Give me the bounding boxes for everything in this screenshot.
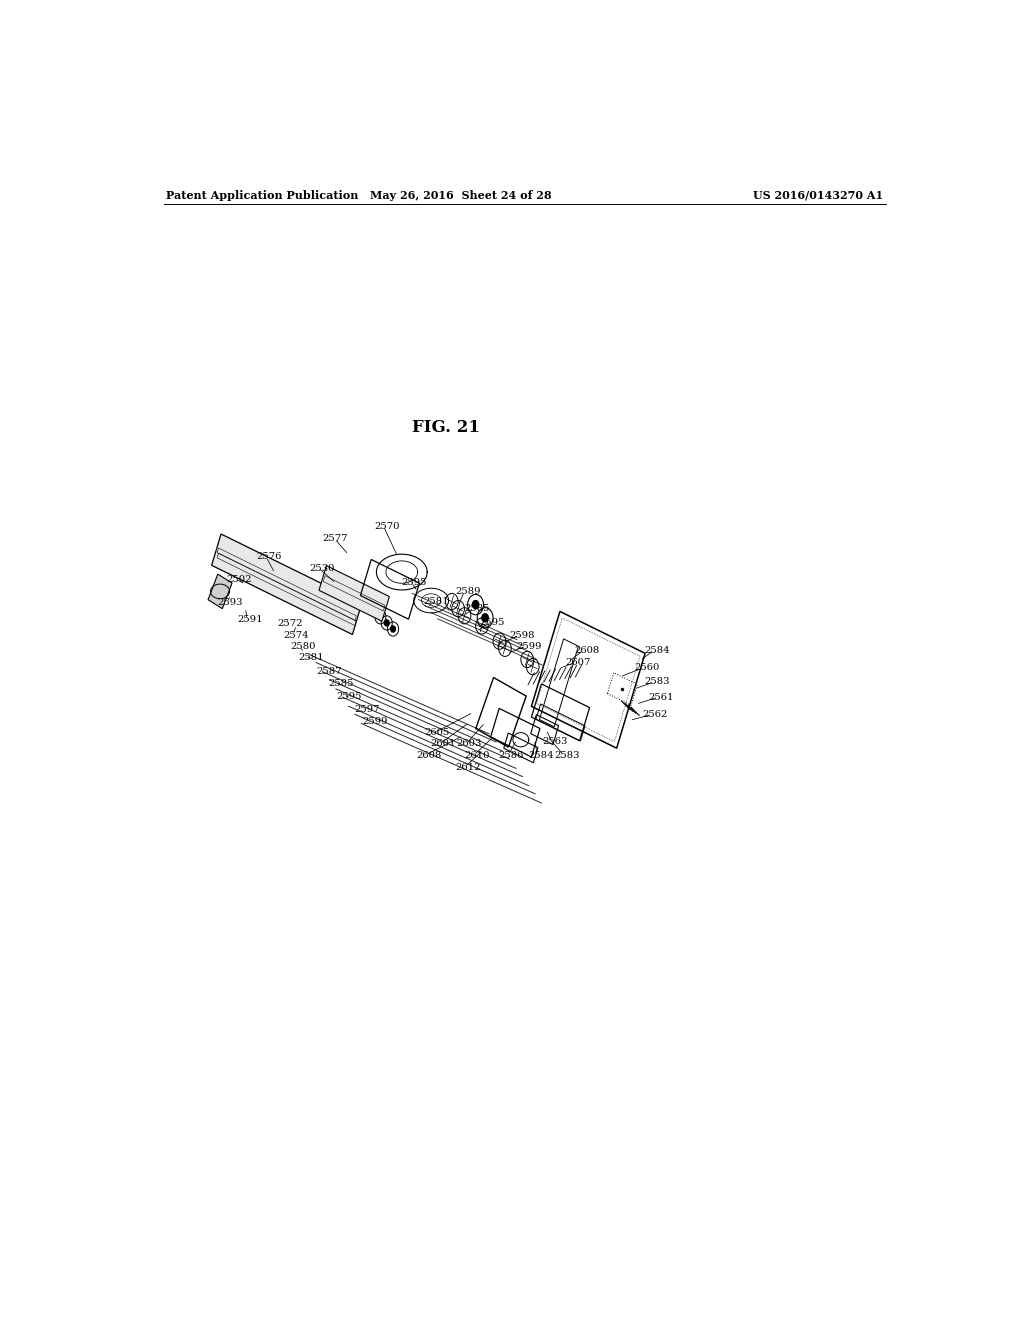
- Text: 2585: 2585: [329, 680, 354, 688]
- Text: 2581: 2581: [299, 653, 325, 661]
- Text: 2580: 2580: [291, 642, 316, 651]
- Circle shape: [482, 614, 488, 622]
- Text: 2599: 2599: [362, 717, 388, 726]
- Text: 2595: 2595: [401, 578, 427, 586]
- Text: 2577: 2577: [323, 535, 348, 543]
- Text: 2599: 2599: [516, 642, 542, 651]
- Text: 2607: 2607: [565, 659, 591, 667]
- Text: 2593: 2593: [217, 598, 243, 607]
- Text: 2605: 2605: [425, 729, 451, 737]
- Text: 2598: 2598: [510, 631, 536, 640]
- Circle shape: [372, 607, 377, 612]
- Text: 2610: 2610: [465, 751, 490, 759]
- Text: 2562: 2562: [642, 710, 668, 719]
- Text: 2597: 2597: [354, 705, 380, 714]
- Text: 2608: 2608: [574, 645, 599, 655]
- Text: 2587: 2587: [316, 667, 342, 676]
- Text: 2502: 2502: [226, 574, 252, 583]
- Text: 2608: 2608: [416, 751, 441, 759]
- Circle shape: [472, 601, 479, 609]
- Text: 2560: 2560: [634, 663, 659, 672]
- Text: Patent Application Publication: Patent Application Publication: [166, 190, 358, 201]
- Circle shape: [384, 620, 389, 626]
- Text: 2574: 2574: [284, 631, 309, 640]
- Text: 2601: 2601: [430, 739, 456, 748]
- Text: 2603: 2603: [457, 739, 482, 748]
- Polygon shape: [208, 574, 232, 609]
- Text: 2591: 2591: [238, 615, 263, 624]
- Text: 2530: 2530: [309, 564, 335, 573]
- Text: 2570: 2570: [374, 521, 399, 531]
- Text: 2561: 2561: [648, 693, 674, 702]
- Circle shape: [391, 626, 395, 632]
- Text: 2589: 2589: [455, 587, 480, 595]
- Circle shape: [378, 614, 383, 620]
- Text: 2585: 2585: [465, 605, 490, 614]
- Polygon shape: [319, 565, 389, 622]
- Text: 2583: 2583: [645, 677, 670, 686]
- Text: US 2016/0143270 A1: US 2016/0143270 A1: [754, 190, 884, 201]
- Text: 2612: 2612: [455, 763, 480, 772]
- Text: FIG. 21: FIG. 21: [412, 420, 479, 436]
- Text: 2576: 2576: [257, 552, 282, 561]
- Polygon shape: [212, 535, 361, 635]
- Text: 2584: 2584: [645, 645, 671, 655]
- Text: 2563: 2563: [543, 738, 567, 746]
- Text: 2586: 2586: [499, 751, 524, 759]
- Text: 2581: 2581: [423, 597, 449, 606]
- Text: May 26, 2016  Sheet 24 of 28: May 26, 2016 Sheet 24 of 28: [371, 190, 552, 201]
- Text: 2583: 2583: [554, 751, 580, 759]
- Text: 2572: 2572: [278, 619, 303, 628]
- Text: 2595: 2595: [337, 692, 362, 701]
- Text: 2584: 2584: [528, 751, 554, 759]
- Text: 2595: 2595: [479, 618, 505, 627]
